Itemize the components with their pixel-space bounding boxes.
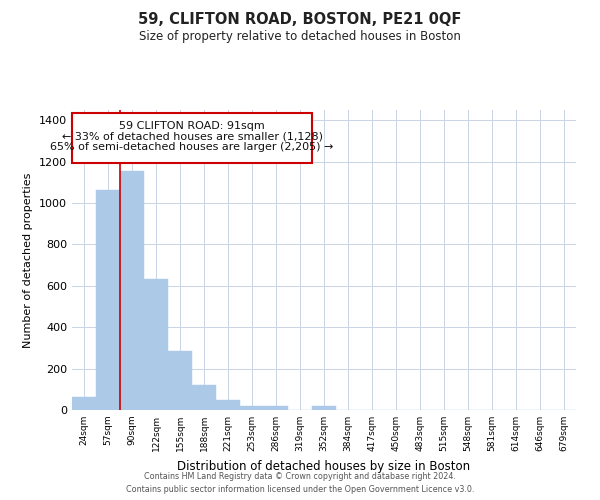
Bar bbox=[216, 400, 240, 410]
Bar bbox=[168, 351, 192, 410]
Text: 59 CLIFTON ROAD: 91sqm: 59 CLIFTON ROAD: 91sqm bbox=[119, 121, 265, 131]
Bar bbox=[312, 406, 336, 410]
Text: 59, CLIFTON ROAD, BOSTON, PE21 0QF: 59, CLIFTON ROAD, BOSTON, PE21 0QF bbox=[139, 12, 461, 28]
Bar bbox=[120, 171, 144, 410]
Text: Contains HM Land Registry data © Crown copyright and database right 2024.: Contains HM Land Registry data © Crown c… bbox=[144, 472, 456, 481]
Text: ← 33% of detached houses are smaller (1,128): ← 33% of detached houses are smaller (1,… bbox=[62, 132, 323, 141]
X-axis label: Distribution of detached houses by size in Boston: Distribution of detached houses by size … bbox=[178, 460, 470, 472]
Text: Contains public sector information licensed under the Open Government Licence v3: Contains public sector information licen… bbox=[126, 485, 474, 494]
Bar bbox=[96, 190, 120, 410]
Bar bbox=[72, 396, 96, 410]
Bar bbox=[144, 278, 168, 410]
Bar bbox=[240, 406, 264, 410]
Text: 65% of semi-detached houses are larger (2,205) →: 65% of semi-detached houses are larger (… bbox=[50, 142, 334, 152]
Y-axis label: Number of detached properties: Number of detached properties bbox=[23, 172, 34, 348]
FancyBboxPatch shape bbox=[72, 113, 312, 163]
Bar bbox=[192, 385, 216, 410]
Text: Size of property relative to detached houses in Boston: Size of property relative to detached ho… bbox=[139, 30, 461, 43]
Bar bbox=[264, 406, 288, 410]
